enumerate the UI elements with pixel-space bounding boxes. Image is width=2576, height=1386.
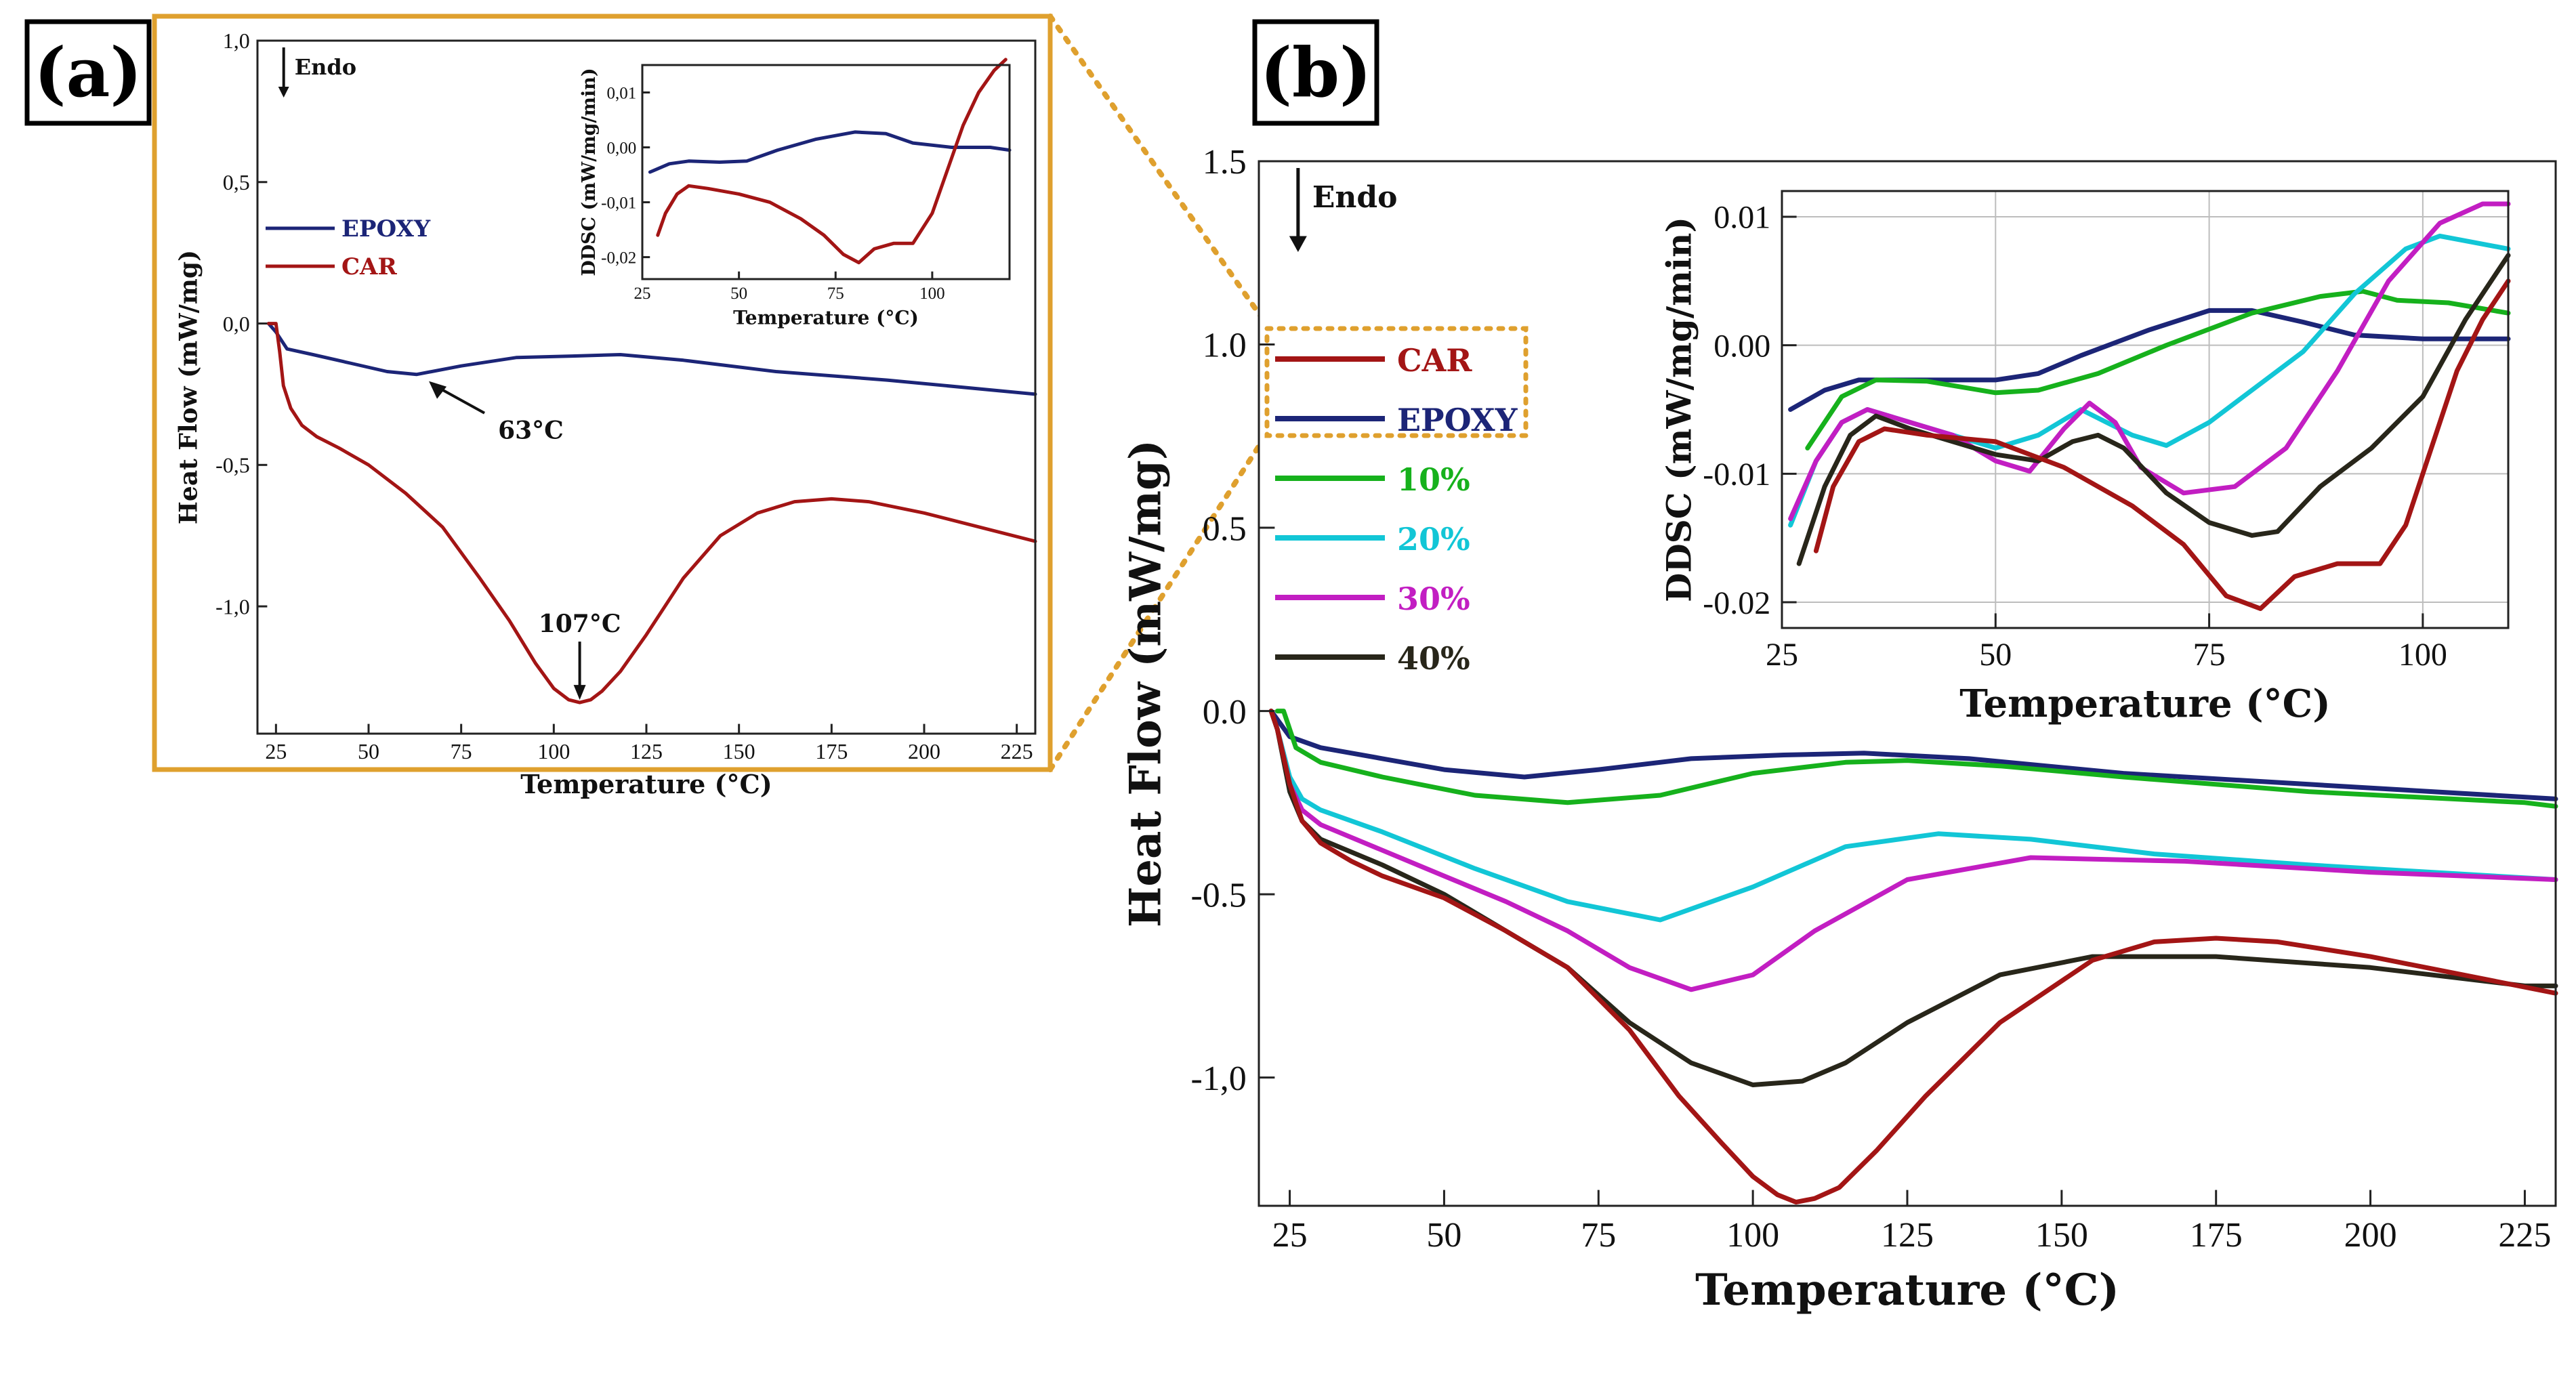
a-main-ytick-label-0: 0,0 (223, 312, 250, 336)
b-inset-series-10pct (1805, 289, 2511, 450)
a-main-xtick-label-125: 125 (630, 739, 663, 763)
a-main-ytick-label-0-5: 0,5 (223, 170, 250, 194)
a-inset-ytick-label-0-02: -0,02 (601, 249, 636, 267)
b-inset-ytick-label-0-01: 0.01 (1713, 200, 1770, 236)
a-main-ytick-label-1: 1,0 (223, 28, 250, 53)
b-main-ytick-label-0-5: -0.5 (1190, 876, 1246, 915)
a-main-xtick-label-100: 100 (537, 739, 570, 763)
a-main-endo-arrowhead (278, 87, 289, 98)
b-main-ytick-label-0: 0.0 (1203, 693, 1247, 732)
a-annotation-63-arrowhead (429, 381, 447, 399)
b-legend-label-40pct: 40% (1397, 640, 1470, 677)
b-inset-series-car (1813, 278, 2511, 611)
a-inset-x-axis-title: Temperature (°C) (733, 307, 919, 329)
a-main-xtick-label-225: 225 (1001, 739, 1033, 763)
a-inset-xtick-label-50: 50 (730, 285, 747, 303)
b-main-y-axis-title: Heat Flow (mW/mg) (1120, 440, 1171, 927)
b-inset-axes-frame (1781, 190, 2510, 629)
a-inset-series-epoxy (648, 130, 1012, 174)
b-inset-xtick-label-25: 25 (1766, 637, 1798, 673)
a-main-x-axis-title: Temperature (°C) (520, 769, 772, 799)
a-main-y-axis-title: Heat Flow (mW/mg) (174, 250, 203, 524)
b-legend-label-car: CAR (1397, 342, 1472, 379)
b-legend-label-epoxy: EPOXY (1397, 402, 1518, 438)
chart-b-ddsc-inset: 25 50 75 100 0.01 0.00 -0.01 -0.02 Temperature (… (1659, 190, 2511, 726)
a-main-xtick-label-25: 25 (265, 739, 287, 763)
a-inset-xtick-label-100: 100 (919, 285, 945, 303)
a-inset-ytick-label-0: 0,00 (607, 139, 637, 157)
b-main-series-20pct (1268, 709, 2558, 923)
b-main-ytick-label-1: -1,0 (1190, 1059, 1246, 1098)
b-inset-ytick-label-0-02: -0.02 (1703, 585, 1770, 621)
b-inset-series-epoxy (1788, 308, 2511, 412)
a-inset-xtick-label-75: 75 (827, 285, 844, 303)
a-main-ytick-label-0-5: -0,5 (215, 453, 250, 478)
b-main-xtick-label-25: 25 (1272, 1216, 1308, 1255)
a-inset-xtick-label-25: 25 (634, 285, 651, 303)
b-inset-ytick-label-0-01: -0.01 (1703, 457, 1770, 492)
b-main-ytick-label-1: 1.0 (1203, 327, 1247, 365)
panel-b-label-box: (b) (1252, 19, 1379, 126)
a-main-xtick-label-50: 50 (358, 739, 379, 763)
a-main-xtick-label-175: 175 (815, 739, 848, 763)
a-main-xtick-label-150: 150 (723, 739, 755, 763)
b-main-xtick-label-200: 200 (2344, 1216, 2397, 1255)
b-legend-label-20pct: 20% (1397, 521, 1470, 558)
a-inset-y-axis-title: DDSC (mW/mg/min) (579, 68, 600, 276)
b-main-xtick-label-75: 75 (1581, 1216, 1616, 1255)
a-main-series-epoxy (266, 322, 1037, 396)
b-inset-ytick-label-0: 0.00 (1713, 328, 1770, 364)
zoom-connector-bottom (1047, 431, 1270, 772)
b-legend-label-10pct: 10% (1397, 461, 1470, 498)
b-main-xtick-label-175: 175 (2190, 1216, 2243, 1255)
b-main-xtick-label-225: 225 (2498, 1216, 2551, 1255)
b-main-xtick-label-150: 150 (2035, 1216, 2088, 1255)
a-main-ytick-label-1: -1,0 (215, 594, 250, 618)
a-inset-axes-frame (641, 64, 1011, 280)
panel-a-label: (a) (34, 33, 142, 112)
a-inset-plot-area (642, 65, 1010, 279)
a-annotation-63-label: 63°C (498, 417, 564, 445)
b-inset-xtick-label-100: 100 (2398, 637, 2447, 673)
b-main-series-10pct (1274, 709, 2558, 809)
a-inset-ytick-label-0-01: 0,01 (607, 84, 637, 102)
a-main-xtick-label-200: 200 (908, 739, 940, 763)
b-main-ytick-label-1-5: 1.5 (1203, 143, 1247, 182)
b-inset-xtick-label-75: 75 (2193, 637, 2226, 673)
panel-a-highlight-frame (152, 14, 1053, 772)
a-main-xtick-label-75: 75 (451, 739, 472, 763)
zoom-connector-top (1047, 14, 1270, 328)
b-inset-series-30pct (1788, 201, 2511, 522)
a-main-series-car (266, 322, 1037, 705)
b-main-endo-arrowhead (1289, 236, 1307, 252)
a-inset-series-car (656, 58, 1007, 265)
a-legend-label-car: CAR (341, 253, 397, 280)
b-main-xtick-label-100: 100 (1726, 1216, 1779, 1255)
a-main-endo-label: Endo (295, 54, 356, 80)
b-main-endo-label: Endo (1312, 180, 1398, 215)
b-main-series-epoxy (1268, 709, 2558, 801)
b-inset-y-axis-title: DDSC (mW/mg/min) (1659, 217, 1699, 602)
b-legend-label-30pct: 30% (1397, 581, 1470, 617)
b-inset-x-axis-title: Temperature (°C) (1959, 681, 2330, 726)
b-main-xtick-label-125: 125 (1881, 1216, 1934, 1255)
b-inset-series-40pct (1796, 253, 2511, 566)
chart-a-ddsc-inset: 25 50 75 100 0,01 0,00 -0,01 -0,02 Temperature (… (579, 58, 1012, 329)
a-annotation-107-label: 107°C (539, 610, 621, 638)
b-main-series-30pct (1268, 709, 2558, 992)
b-inset-xtick-label-50: 50 (1979, 637, 2012, 673)
panel-a-label-box: (a) (24, 19, 152, 126)
b-main-xtick-label-50: 50 (1426, 1216, 1461, 1255)
b-main-ytick-label-0-5: 0.5 (1203, 509, 1247, 548)
b-main-x-axis-title: Temperature (°C) (1695, 1265, 2119, 1316)
panel-b-label: (b) (1260, 33, 1372, 112)
a-inset-ytick-label-0-01: -0,01 (601, 194, 636, 212)
b-main-series-car (1268, 709, 2558, 1205)
a-annotation-107-arrowhead (573, 685, 586, 700)
a-legend-label-epoxy: EPOXY (341, 215, 431, 243)
